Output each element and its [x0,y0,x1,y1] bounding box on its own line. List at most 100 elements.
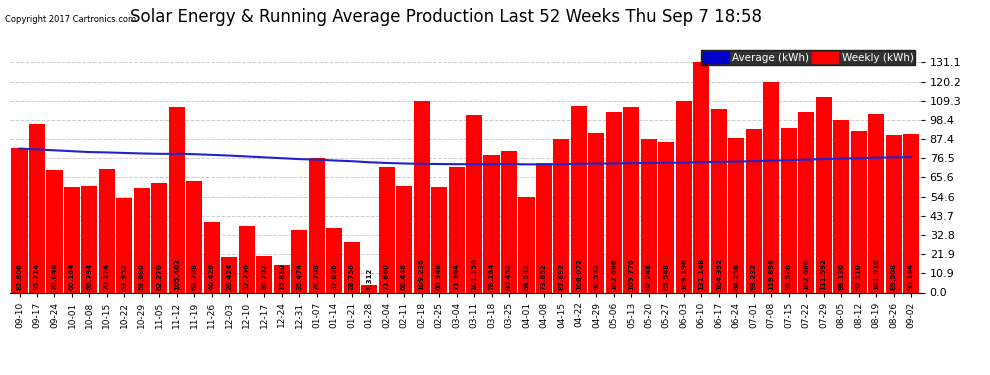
Text: 95.714: 95.714 [34,263,40,290]
Text: 101.916: 101.916 [873,258,879,290]
Text: Copyright 2017 Cartronics.com: Copyright 2017 Cartronics.com [5,15,136,24]
Text: 102.680: 102.680 [803,258,809,290]
Text: 105.776: 105.776 [629,258,635,290]
Text: 102.696: 102.696 [611,258,617,290]
Text: 82.606: 82.606 [17,263,23,290]
Text: 62.270: 62.270 [156,263,162,290]
Bar [273,265,290,292]
Bar [588,134,605,292]
Text: 53.952: 53.952 [122,263,128,290]
Text: 98.130: 98.130 [839,263,844,290]
Bar [886,135,902,292]
Text: 78.164: 78.164 [488,263,495,290]
Text: 88.256: 88.256 [734,263,740,290]
Bar [711,109,727,292]
Text: 40.426: 40.426 [209,263,215,290]
Text: 59.680: 59.680 [139,263,145,290]
Bar [169,108,185,292]
Bar [519,197,535,292]
Bar [483,155,500,292]
Text: 20.702: 20.702 [261,263,267,290]
Bar [256,256,272,292]
Text: 4.312: 4.312 [366,268,372,290]
Bar [553,139,569,292]
Text: 119.896: 119.896 [768,258,774,290]
Text: Solar Energy & Running Average Production Last 52 Weeks Thu Sep 7 18:58: Solar Energy & Running Average Productio… [130,8,761,26]
Text: 60.164: 60.164 [69,263,75,290]
Text: 109.196: 109.196 [681,258,687,290]
Text: 37.796: 37.796 [244,263,249,290]
Bar [151,183,167,292]
Bar [834,120,849,292]
Text: 63.788: 63.788 [191,263,197,290]
Bar [291,230,307,292]
Text: 71.364: 71.364 [453,263,459,290]
Text: 87.248: 87.248 [645,263,651,290]
Bar [186,180,202,292]
Bar [466,115,482,292]
Text: 54.532: 54.532 [524,263,530,290]
Text: 73.652: 73.652 [541,263,546,290]
Bar [344,242,359,292]
Bar [624,107,640,292]
Bar [536,163,552,292]
Legend: Average (kWh), Weekly (kWh): Average (kWh), Weekly (kWh) [701,50,916,65]
Bar [816,97,832,292]
Bar [745,129,761,292]
Text: 105.402: 105.402 [174,258,180,290]
Bar [641,140,657,292]
Text: 109.236: 109.236 [419,258,425,290]
Text: 20.424: 20.424 [227,263,233,290]
Text: 89.508: 89.508 [891,263,897,290]
Text: 60.446: 60.446 [401,263,407,290]
Bar [64,187,80,292]
Text: 131.148: 131.148 [698,258,704,290]
Text: 76.708: 76.708 [314,263,320,290]
Text: 92.210: 92.210 [855,263,861,290]
Text: 60.794: 60.794 [86,263,92,290]
Text: 80.452: 80.452 [506,263,512,290]
Text: 87.692: 87.692 [558,263,564,290]
Bar [378,167,395,292]
Bar [239,226,254,292]
Text: 90.164: 90.164 [908,263,914,290]
Bar [309,158,325,292]
Bar [693,62,710,292]
Bar [798,112,814,292]
Bar [47,170,62,292]
Bar [99,169,115,292]
Bar [781,128,797,292]
Bar [117,198,133,292]
Text: 93.232: 93.232 [750,263,756,290]
Bar [414,101,430,292]
Text: 106.072: 106.072 [576,258,582,290]
Bar [134,188,149,292]
Text: 70.040: 70.040 [51,262,57,290]
Text: 93.520: 93.520 [786,263,792,290]
Bar [204,222,220,292]
Text: 70.224: 70.224 [104,263,110,290]
Text: 15.810: 15.810 [279,263,285,290]
Bar [448,167,464,292]
Bar [676,101,692,292]
Text: 71.660: 71.660 [384,263,390,290]
Bar [903,134,919,292]
Bar [81,186,97,292]
Bar [501,151,517,292]
Bar [29,124,45,292]
Text: 101.150: 101.150 [471,258,477,290]
Bar [361,285,377,292]
Bar [221,256,238,292]
Text: 111.592: 111.592 [821,258,827,290]
Bar [326,228,343,292]
Bar [729,138,744,292]
Bar [868,114,884,292]
Text: 85.548: 85.548 [663,263,669,290]
Text: 35.474: 35.474 [296,262,302,290]
Bar [431,187,447,292]
Text: 37.026: 37.026 [332,263,338,290]
Text: 104.392: 104.392 [716,258,722,290]
Bar [396,186,412,292]
Bar [571,106,587,292]
Bar [658,142,674,292]
